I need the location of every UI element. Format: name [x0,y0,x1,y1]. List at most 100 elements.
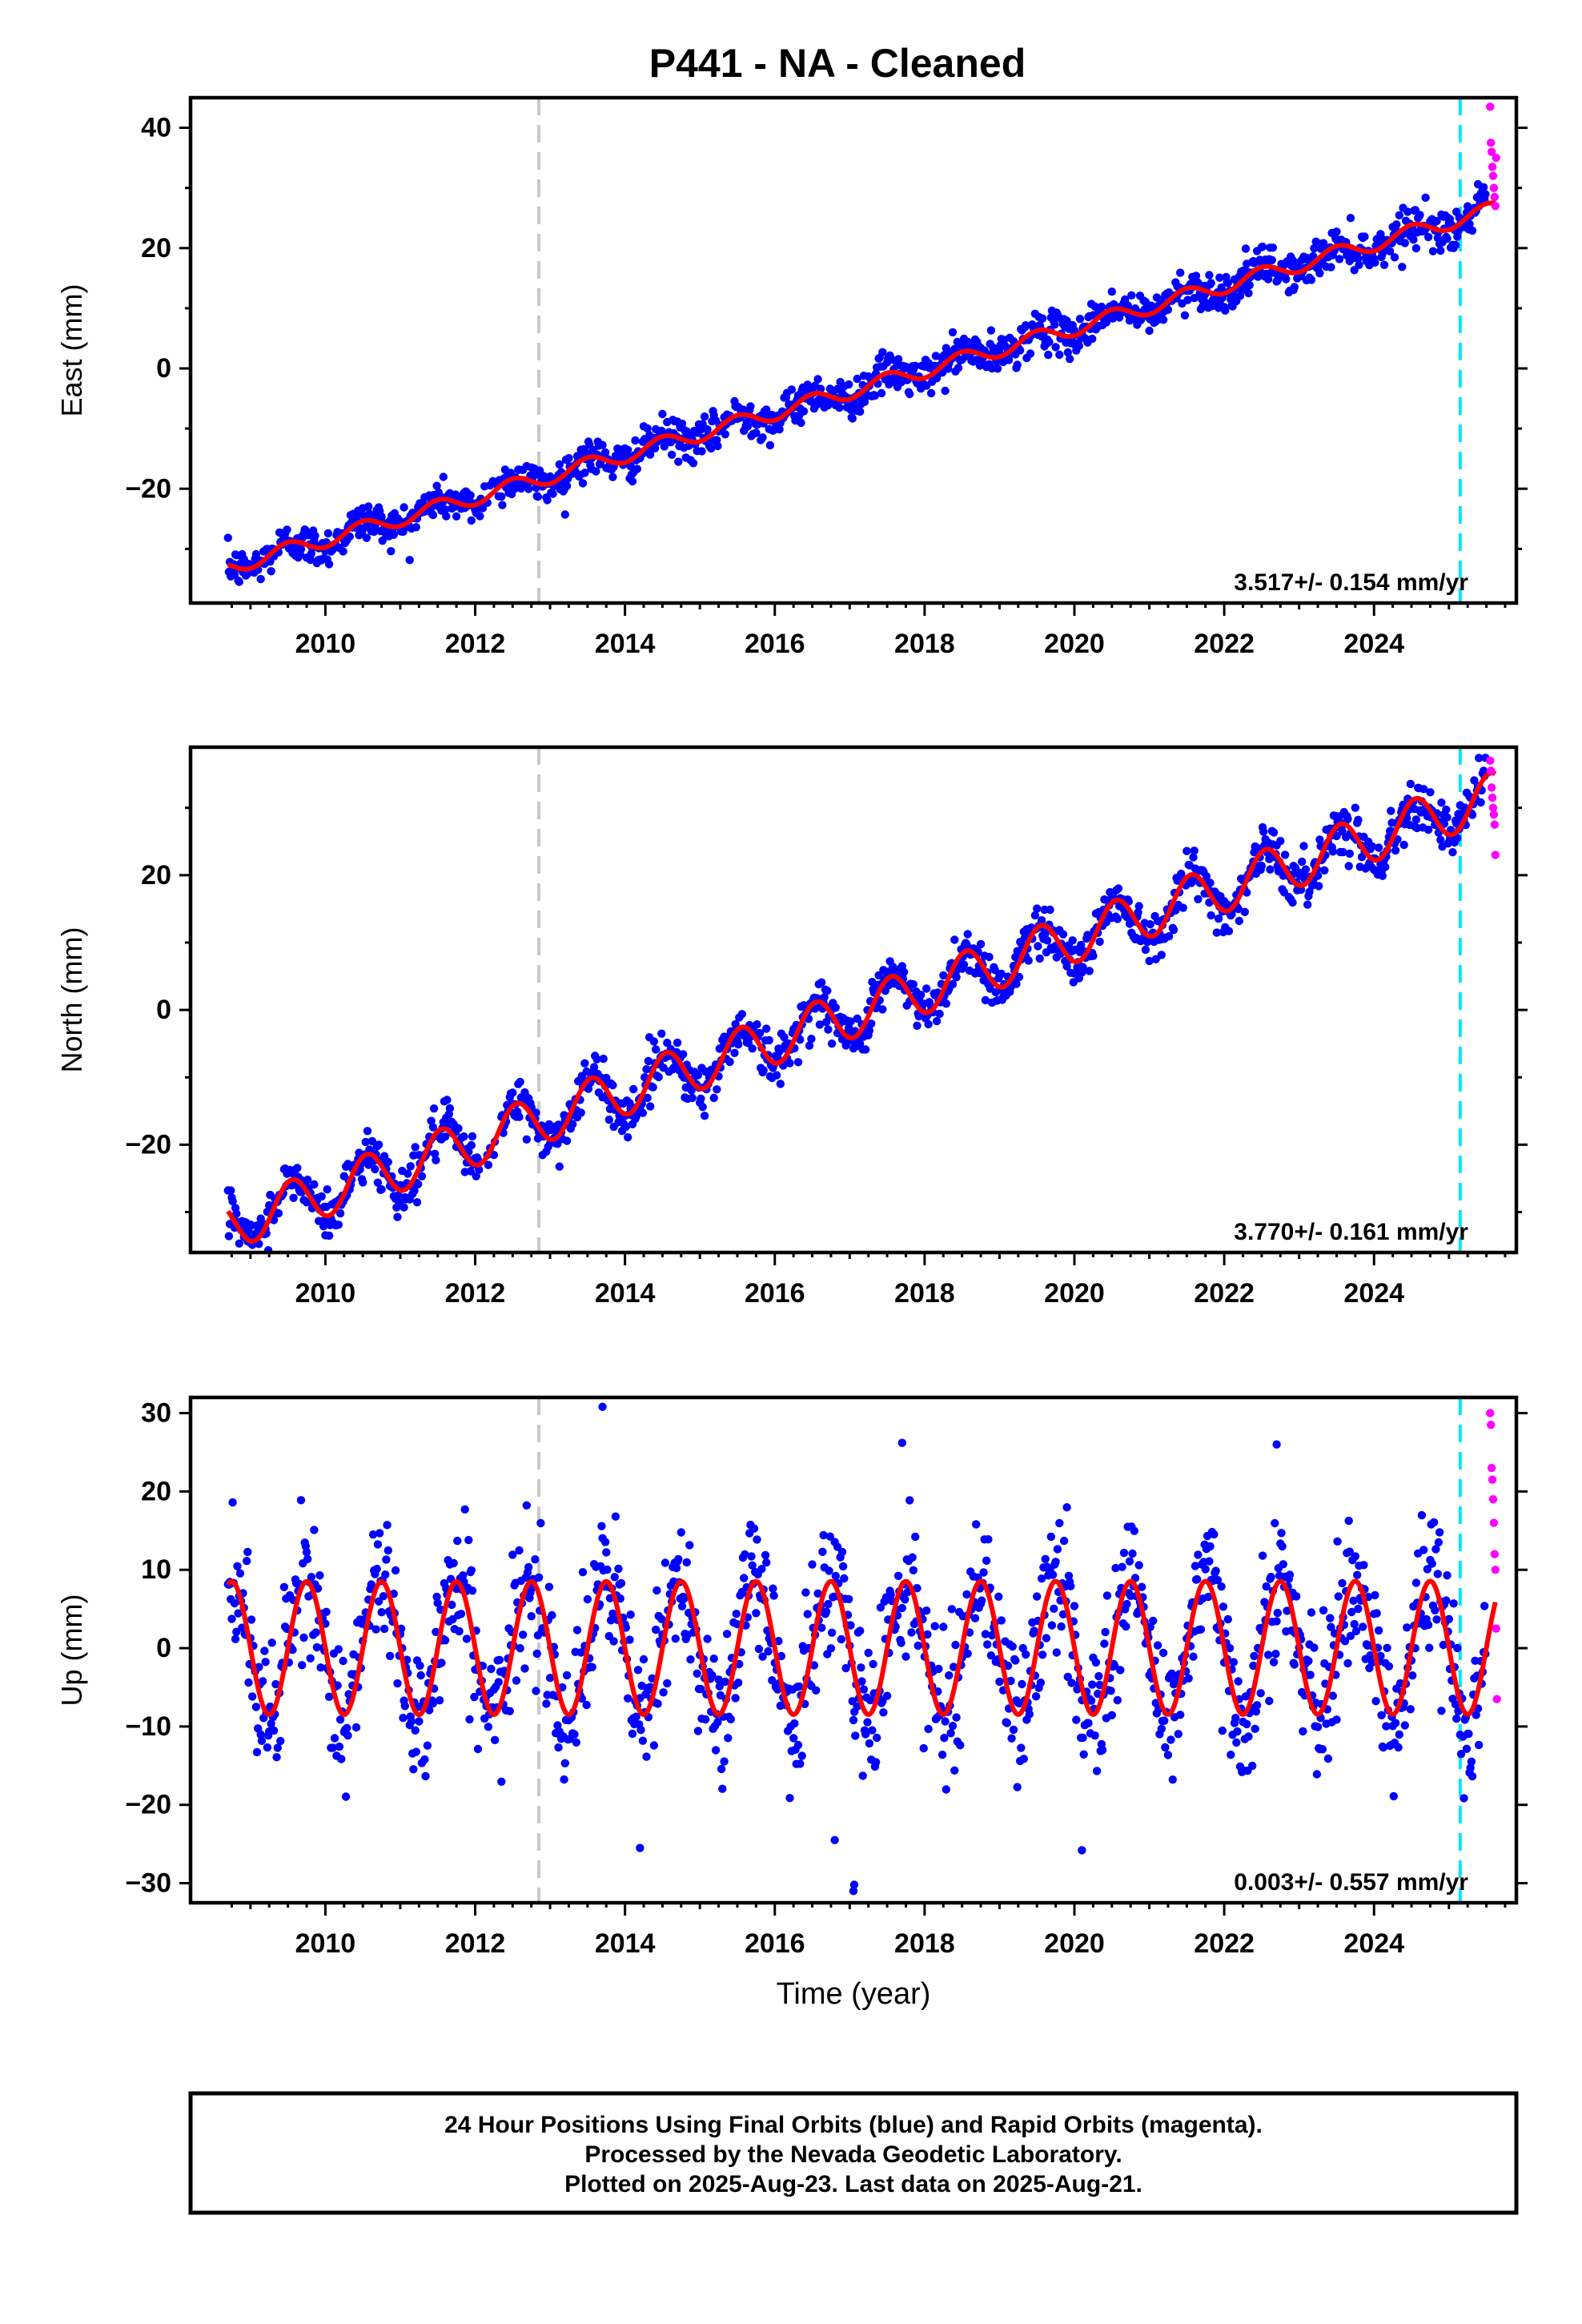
final-orbit-point [803,1610,812,1618]
final-orbit-point [1127,291,1136,300]
final-orbit-point [917,991,926,999]
rapid-orbit-point [1487,783,1496,792]
final-orbit-point [1323,1754,1333,1763]
final-orbit-point [243,1557,251,1566]
final-orbit-point [1351,803,1360,812]
final-orbit-point [911,361,920,370]
final-orbit-point [905,389,914,399]
final-orbit-point [1306,1671,1315,1679]
final-orbit-point [400,1203,408,1212]
final-orbit-point [1207,911,1215,920]
final-orbit-point [913,1021,921,1031]
final-orbit-point [412,1747,420,1756]
final-orbit-point [1383,1643,1391,1652]
final-orbit-point [467,1566,476,1575]
final-orbit-point [816,384,825,393]
final-orbit-point [679,1050,688,1059]
final-orbit-point [1244,1732,1253,1741]
final-orbit-point [1025,1710,1034,1719]
y-tick-label: 10 [141,1554,171,1585]
final-orbit-point [608,472,617,481]
final-orbit-point [406,1162,415,1171]
rapid-orbit-point [1486,1409,1495,1417]
rapid-orbit-point [1486,103,1495,111]
final-orbit-point [227,1614,236,1623]
final-orbit-point [516,1644,524,1653]
final-orbit-point [1042,936,1052,945]
final-orbit-point [1313,1723,1323,1731]
final-orbit-point [865,1026,874,1035]
final-orbit-point [813,375,822,384]
final-orbit-point [1432,1615,1441,1624]
final-orbit-point [1425,1643,1434,1652]
final-orbit-point [512,1676,521,1685]
final-orbit-point [1468,1771,1477,1781]
final-orbit-point [1468,226,1477,235]
final-orbit-point [371,1164,379,1174]
final-orbit-point [1066,1582,1075,1590]
final-orbit-point [934,1664,943,1674]
final-orbit-point [673,1038,682,1047]
final-orbit-point [1055,350,1064,360]
final-orbit-point [972,1520,981,1529]
final-orbit-point [1217,1582,1226,1591]
final-orbit-point [907,1628,916,1637]
final-orbit-point [1235,916,1244,926]
final-orbit-point [1122,1622,1130,1631]
final-orbit-point [1451,240,1460,250]
rapid-orbit-point [1492,1695,1501,1703]
final-orbit-point [1031,1692,1041,1701]
final-orbit-point [954,364,963,372]
final-orbit-point [555,460,564,469]
final-orbit-point [1245,280,1254,290]
final-orbit-point [805,1041,814,1050]
final-orbit-point [435,1696,444,1705]
final-orbit-point [1268,243,1278,252]
x-tick-label: 2012 [445,629,506,659]
final-orbit-point [1134,902,1143,911]
final-orbit-point [337,1755,346,1763]
final-orbit-point [697,447,706,456]
final-orbit-point [335,1742,344,1751]
final-orbit-point [460,1505,469,1514]
final-orbit-point [644,1056,653,1066]
final-orbit-point [562,481,572,490]
final-orbit-point [1279,1560,1288,1569]
y-axis-label: North (mm) [55,927,88,1073]
final-orbit-point [1271,1518,1279,1528]
final-orbit-point [560,1775,568,1784]
final-orbit-point [580,1059,589,1068]
final-orbit-point [1427,1559,1436,1568]
final-orbit-point [244,1678,253,1687]
final-orbit-point [826,1644,836,1653]
final-orbit-point [1332,227,1341,236]
final-orbit-point [1013,360,1022,369]
final-orbit-point [1353,1570,1362,1579]
final-orbit-point [1107,1711,1117,1719]
final-orbit-point [363,1127,372,1136]
final-orbit-point [682,1558,691,1567]
final-orbit-point [835,403,844,412]
final-orbit-point [1299,1727,1307,1736]
final-orbit-point [1013,1783,1022,1791]
final-orbit-point [853,374,861,384]
x-tick-label: 2012 [445,1928,506,1959]
final-orbit-point [632,464,641,473]
final-orbit-point [1433,1570,1443,1578]
final-orbit-point [939,971,948,980]
final-orbit-point [897,1438,907,1447]
final-orbit-point [235,577,243,586]
final-orbit-point [1354,254,1363,263]
final-orbit-point [978,1596,986,1605]
final-orbit-point [882,1691,892,1700]
rate-label: 3.517+/- 0.154 mm/yr [1234,569,1468,596]
final-orbit-point [869,1659,877,1669]
final-orbit-point [1303,900,1312,909]
rapid-orbit-point [1488,1494,1498,1504]
final-orbit-point [484,1160,493,1169]
final-orbit-point [755,1028,765,1038]
final-orbit-point [1269,828,1279,837]
final-orbit-point [762,405,771,414]
final-orbit-point [1157,1724,1166,1733]
final-orbit-point [1338,1578,1347,1588]
